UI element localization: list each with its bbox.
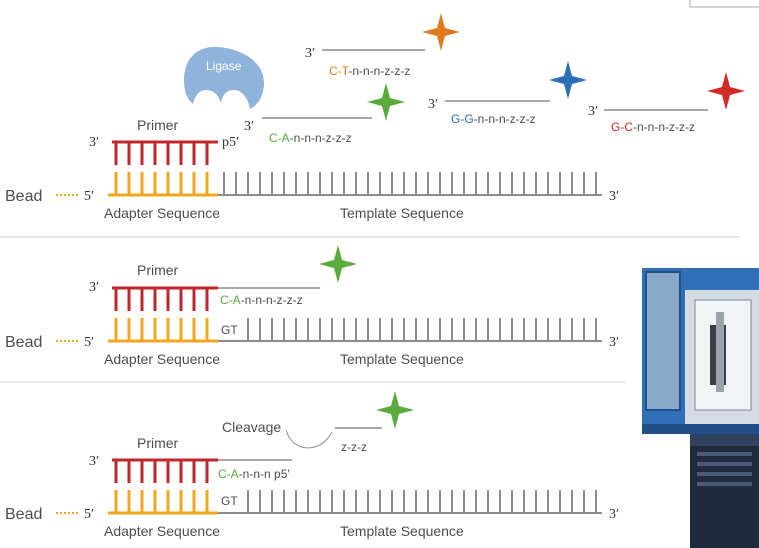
orange-star-icon: [422, 13, 460, 51]
probe-ct-three-prime: 3′: [305, 46, 315, 61]
probe-ca-prefix: C-A: [269, 131, 290, 145]
cleavage-label: Cleavage: [222, 419, 281, 435]
blue-star-icon: [549, 61, 587, 99]
three-prime-end-2: 3′: [89, 280, 99, 295]
red-star-icon: [707, 72, 745, 110]
probe-gc-prefix: G-C: [611, 120, 633, 134]
gt-label-2: GT: [221, 323, 238, 337]
cleaved-probe-suffix: -n-n-n: [239, 467, 274, 481]
probe-gg-suffix: -n-n-n-z-z-z: [474, 112, 536, 126]
probe-ct: 3′ C-T-n-n-n-z-z-z: [305, 13, 460, 78]
adapter-teeth-2: [114, 318, 209, 341]
probe-ca-suffix: -n-n-n-z-z-z: [290, 131, 352, 145]
probe-ca: 3′ C-A-n-n-n-z-z-z: [244, 83, 405, 145]
three-prime-end-3: 3′: [89, 454, 99, 469]
three-prime-end: 3′: [89, 135, 99, 150]
probe-ct-prefix: C-T: [329, 64, 350, 78]
green-star-icon-2: [319, 245, 357, 283]
svg-text:G-C-n-n-n-z-z-z: G-C-n-n-n-z-z-z: [611, 120, 695, 134]
bead-label-2: Bead: [5, 334, 42, 351]
template-teeth: [223, 172, 597, 195]
bead-label: Bead: [5, 188, 42, 205]
primer-label: Primer: [137, 117, 179, 133]
adapter-label: Adapter Sequence: [104, 205, 220, 221]
cleavage-arc: [285, 429, 333, 449]
fragment-label: z-z-z: [341, 440, 367, 454]
cleaved-probe-p5: p5′: [274, 467, 290, 481]
template-label-3: Template Sequence: [340, 523, 464, 539]
svg-text:G-G-n-n-n-z-z-z: G-G-n-n-n-z-z-z: [451, 112, 536, 126]
probe-gc-three-prime: 3′: [588, 104, 598, 119]
bead-label-3: Bead: [5, 506, 42, 523]
probe-ct-suffix: -n-n-n-z-z-z: [348, 64, 410, 78]
primer-p5-label: p5′: [222, 135, 239, 150]
five-prime-end-3: 5′: [84, 507, 94, 522]
svg-text:C-A-n-n-n p5′: C-A-n-n-n p5′: [218, 467, 290, 481]
probe-gg-three-prime: 3′: [428, 97, 438, 112]
ligase-label: Ligase: [206, 59, 242, 73]
svg-text:C-T-n-n-n-z-z-z: C-T-n-n-n-z-z-z: [329, 64, 410, 78]
primer-teeth-2: [114, 288, 209, 311]
sequencer-instrument-image: [642, 268, 759, 548]
template-label-2: Template Sequence: [340, 351, 464, 367]
template-teeth-2: [247, 318, 597, 341]
ligated-probe-suffix: -n-n-n-z-z-z: [241, 293, 303, 307]
cleaved-probe-prefix: C-A: [218, 467, 239, 481]
primer-teeth-3: [114, 460, 209, 483]
primer-teeth: [114, 142, 209, 165]
template-three-prime-2: 3′: [609, 335, 619, 350]
probe-ca-three-prime: 3′: [244, 119, 254, 134]
adapter-label-2: Adapter Sequence: [104, 351, 220, 367]
probe-gg-prefix: G-G: [451, 112, 474, 126]
five-prime-end: 5′: [84, 189, 94, 204]
panel-ligated-step: Bead 5′ 3′ Primer C-A-n-n-n-z-z-z Adapte…: [5, 245, 619, 367]
corner-box: [689, 0, 759, 8]
panel-cleavage-step: Bead 5′ 3′ Primer C-A-n-n-n p5′ Cleavage…: [5, 391, 619, 539]
template-three-prime: 3′: [609, 189, 619, 204]
probe-gc-suffix: -n-n-n-z-z-z: [633, 120, 695, 134]
green-star-icon: [367, 83, 405, 121]
template-label: Template Sequence: [340, 205, 464, 221]
svg-text:C-A-n-n-n-z-z-z: C-A-n-n-n-z-z-z: [269, 131, 352, 145]
ligase-enzyme: [184, 47, 264, 109]
template-teeth-3: [247, 490, 597, 513]
svg-text:C-A-n-n-n-z-z-z: C-A-n-n-n-z-z-z: [220, 293, 303, 307]
adapter-teeth: [114, 172, 209, 195]
gt-label-3: GT: [221, 494, 238, 508]
probe-gc: 3′ G-C-n-n-n-z-z-z: [588, 72, 745, 134]
five-prime-end-2: 5′: [84, 335, 94, 350]
probe-gg: 3′ G-G-n-n-n-z-z-z: [428, 61, 587, 126]
template-three-prime-3: 3′: [609, 507, 619, 522]
panel-ligation-step: Bead 5′ 3′ Primer p5′ Adapter Sequence 3…: [5, 13, 745, 221]
primer-label-2: Primer: [137, 262, 179, 278]
ligated-probe-prefix: C-A: [220, 293, 241, 307]
primer-label-3: Primer: [137, 435, 179, 451]
adapter-teeth-3: [114, 490, 209, 513]
green-star-icon-3: [376, 391, 414, 429]
adapter-label-3: Adapter Sequence: [104, 523, 220, 539]
